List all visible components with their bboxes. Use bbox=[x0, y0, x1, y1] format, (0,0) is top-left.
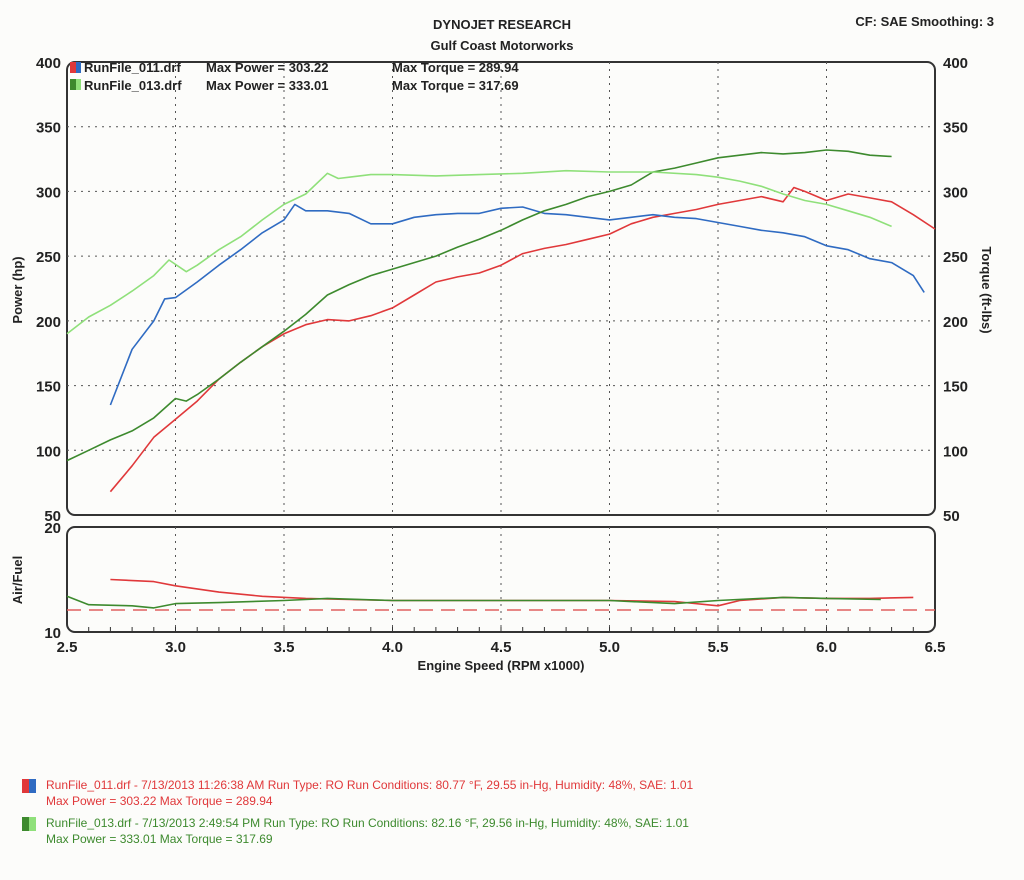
x-tick-label: 3.0 bbox=[165, 639, 186, 656]
run011-info: RunFile_011.drf - 7/13/2013 11:26:38 AM … bbox=[22, 777, 693, 809]
x-tick-label: 6.5 bbox=[925, 639, 946, 656]
run013-swatch bbox=[22, 817, 36, 831]
y-tick-label-power: 150 bbox=[36, 379, 61, 396]
run013-info-line1: RunFile_013.drf - 7/13/2013 2:49:54 PM R… bbox=[46, 816, 689, 830]
legend-torque-run011: Max Torque = 289.94 bbox=[392, 60, 519, 75]
legend-swatch-run013 bbox=[70, 79, 76, 90]
y-tick-label-torque: 400 bbox=[943, 55, 968, 72]
x-tick-label: 4.0 bbox=[382, 639, 403, 656]
run013-info: RunFile_013.drf - 7/13/2013 2:49:54 PM R… bbox=[22, 815, 689, 847]
y-tick-label-afr: 10 bbox=[44, 625, 61, 642]
runfile-013-torque-line bbox=[66, 169, 892, 335]
run011-info-line2: Max Power = 303.22 Max Torque = 289.94 bbox=[46, 794, 273, 808]
y-tick-label-power: 400 bbox=[36, 55, 61, 72]
y-tick-label-torque: 50 bbox=[943, 508, 960, 525]
chart-subtitle: Gulf Coast Motorworks bbox=[430, 38, 574, 53]
y-tick-label-torque: 350 bbox=[943, 120, 968, 137]
run011-swatch bbox=[22, 779, 36, 793]
y-tick-label-power: 350 bbox=[36, 120, 61, 137]
x-tick-label: 5.5 bbox=[708, 639, 729, 656]
legend-file-run011: RunFile_011.drf bbox=[84, 60, 181, 75]
legend-swatch-run011-b bbox=[76, 62, 81, 73]
y-tick-label-power: 300 bbox=[36, 184, 61, 201]
x-tick-label: 5.0 bbox=[599, 639, 620, 656]
y-axis-label-afr: Air/Fuel bbox=[10, 556, 25, 604]
runfile-011-power-line bbox=[109, 186, 936, 493]
y-tick-label-afr: 20 bbox=[44, 520, 61, 537]
run013-info-line2: Max Power = 333.01 Max Torque = 317.69 bbox=[46, 832, 273, 846]
y-tick-label-torque: 300 bbox=[943, 184, 968, 201]
runfile-013-afr-line bbox=[66, 595, 881, 609]
y-tick-label-power: 250 bbox=[36, 249, 61, 266]
run011-info-line1: RunFile_011.drf - 7/13/2013 11:26:38 AM … bbox=[46, 778, 694, 792]
runfile-011-torque-line bbox=[109, 203, 925, 406]
y-tick-label-power: 100 bbox=[36, 443, 61, 460]
legend-swatch-run011 bbox=[70, 62, 76, 73]
y-axis-label-torque: Torque (ft-lbs) bbox=[979, 246, 994, 333]
settings-label: CF: SAE Smoothing: 3 bbox=[855, 14, 994, 29]
x-tick-label: 6.0 bbox=[816, 639, 837, 656]
y-tick-label-torque: 100 bbox=[943, 443, 968, 460]
y-tick-label-power: 200 bbox=[36, 314, 61, 331]
x-tick-label: 4.5 bbox=[491, 639, 512, 656]
y-tick-label-torque: 150 bbox=[943, 379, 968, 396]
chart-title: DYNOJET RESEARCH bbox=[433, 17, 571, 32]
legend-torque-run013: Max Torque = 317.69 bbox=[392, 78, 519, 93]
x-tick-label: 3.5 bbox=[274, 639, 295, 656]
legend: RunFile_011.drf Max Power = 303.22 Max T… bbox=[70, 60, 519, 93]
x-tick-label: 2.5 bbox=[57, 639, 78, 656]
dyno-chart: 2.5 3.0 3.5 4.0 4.5 5.0 5.5 6.0 6.5 400 400 350 350 3… bbox=[10, 55, 994, 673]
legend-swatch-run013-b bbox=[76, 79, 81, 90]
x-axis-label: Engine Speed (RPM x1000) bbox=[418, 658, 585, 673]
y-tick-label-power: 50 bbox=[44, 508, 61, 525]
legend-file-run013: RunFile_013.drf bbox=[84, 78, 182, 93]
y-tick-label-torque: 250 bbox=[943, 249, 968, 266]
runfile-013-power-line bbox=[66, 149, 892, 462]
legend-power-run013: Max Power = 333.01 bbox=[206, 78, 329, 93]
y-tick-label-torque: 200 bbox=[943, 314, 968, 331]
y-axis-label-power: Power (hp) bbox=[10, 256, 25, 323]
legend-power-run011: Max Power = 303.22 bbox=[206, 60, 329, 75]
